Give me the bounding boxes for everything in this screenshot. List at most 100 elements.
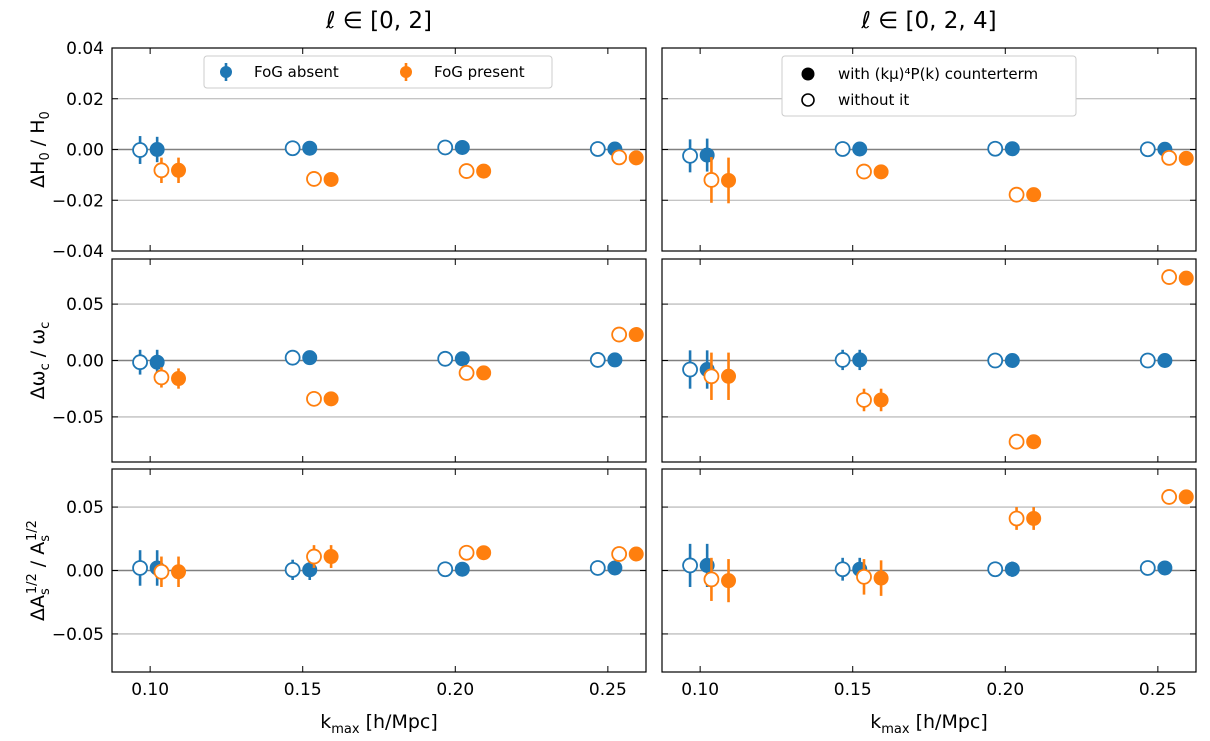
data-point-open: [682, 557, 698, 574]
column-title-0: ℓ ∈ [0, 2]: [325, 8, 432, 34]
data-point-open: [589, 560, 606, 576]
y-tick-label: 0.05: [66, 498, 104, 518]
y-tick-label: 0.02: [66, 90, 104, 110]
data-point-open: [132, 560, 148, 576]
data-point-filled: [721, 573, 737, 589]
data-point-open: [1008, 510, 1025, 527]
data-point-filled: [1178, 270, 1194, 286]
data-point-filled: [1026, 187, 1042, 203]
data-point-filled: [454, 561, 470, 577]
plot-root: ℓ ∈ [0, 2] ℓ ∈ [0, 2, 4] ΔH0 / H0 Δωc / ωc Δ…: [25, 8, 1197, 737]
panel-r2-c0: −0.05 0.00 0.05 0.10 0.15 0.20 0.25: [52, 468, 647, 700]
data-point-filled: [323, 171, 339, 187]
data-point-filled: [1026, 434, 1042, 450]
data-point-open: [1161, 269, 1178, 285]
data-point-filled: [628, 546, 644, 562]
data-point-filled: [852, 352, 868, 368]
x-tick-label: 0.25: [589, 680, 627, 700]
data-point-open: [458, 365, 475, 381]
panel-r0-c1: [661, 47, 1197, 252]
data-point-open: [703, 571, 720, 588]
y-tick-label: −0.05: [52, 625, 104, 645]
legend-present-marker: [400, 66, 412, 78]
data-point-open: [703, 368, 720, 385]
data-point-filled: [1178, 489, 1194, 505]
legend-without-marker: [801, 93, 815, 107]
data-point-open: [834, 352, 851, 368]
y-tick-label: 0.00: [66, 141, 104, 161]
x-tick-label: 0.20: [986, 680, 1024, 700]
legend-with-marker: [801, 67, 815, 81]
data-point-filled: [1157, 353, 1173, 368]
data-point-open: [856, 163, 872, 180]
y-axis-title-row0: ΔH0 / H0: [27, 111, 53, 188]
data-point-open: [306, 390, 322, 407]
data-point-open: [834, 561, 851, 578]
data-point-open: [856, 392, 872, 408]
y-tick-label: 0.00: [66, 562, 104, 582]
data-point-filled: [171, 564, 187, 580]
data-point-open: [987, 140, 1004, 157]
data-point-open: [611, 546, 628, 562]
data-point-open: [1139, 141, 1156, 158]
y-tick-label: −0.05: [52, 408, 104, 428]
data-point-open: [611, 326, 628, 343]
data-point-open: [856, 568, 872, 585]
data-point-filled: [323, 391, 339, 407]
data-point-open: [834, 141, 851, 157]
data-point-open: [682, 147, 698, 164]
y-tick-label: 0.05: [66, 295, 104, 315]
data-point-filled: [302, 350, 318, 366]
data-point-filled: [852, 141, 868, 157]
column-title-1: ℓ ∈ [0, 2, 4]: [860, 8, 996, 34]
data-point-filled: [873, 164, 889, 180]
data-point-open: [284, 349, 301, 366]
data-point-open: [1161, 149, 1178, 166]
data-point-filled: [721, 368, 737, 384]
data-point-open: [284, 140, 301, 157]
data-point-filled: [476, 365, 492, 381]
y-tick-label: 0.04: [66, 39, 104, 59]
data-point-open: [132, 142, 148, 158]
legend-absent-label: FoG absent: [254, 63, 339, 81]
data-point-filled: [1004, 561, 1020, 577]
x-tick-label: 0.10: [131, 680, 169, 700]
data-point-open: [611, 149, 628, 166]
data-point-open: [1139, 560, 1156, 576]
legend-present-label: FoG present: [434, 63, 525, 81]
data-point-filled: [1178, 150, 1194, 166]
data-point-open: [682, 361, 698, 378]
data-point-filled: [302, 140, 318, 156]
y-axis-title-row2: ΔAs1/2 / As1/2: [25, 520, 53, 621]
legend-absent-marker: [220, 66, 232, 78]
legend-counterterm: with (kμ)⁴P(k) counterterm without it: [781, 55, 1077, 117]
data-point-open: [589, 352, 606, 368]
x-tick-label: 0.20: [436, 680, 474, 700]
data-point-filled: [607, 352, 623, 368]
data-point-open: [458, 544, 475, 561]
x-tick-label: 0.15: [284, 680, 322, 700]
x-tick-label: 0.10: [681, 680, 719, 700]
data-point-open: [437, 350, 454, 367]
data-point-filled: [149, 354, 165, 370]
data-point-filled: [1004, 141, 1020, 157]
data-point-filled: [873, 570, 889, 586]
data-point-filled: [607, 560, 623, 576]
legend-frame: [781, 55, 1077, 117]
data-point-filled: [628, 150, 644, 166]
data-point-filled: [1004, 353, 1020, 368]
data-point-filled: [476, 545, 492, 561]
x-axis-title-col0: kmax [h/Mpc]: [320, 711, 438, 737]
y-axis-title-row1: Δωc / ωc: [27, 322, 53, 400]
y-tick-label: −0.04: [52, 242, 104, 262]
data-point-open: [437, 561, 454, 578]
data-point-open: [153, 369, 170, 386]
data-point-open: [458, 163, 475, 179]
panel-r1-c1: [661, 258, 1197, 463]
legend-without-label: without it: [838, 91, 909, 109]
legend-with-label: with (kμ)⁴P(k) counterterm: [838, 65, 1038, 83]
data-point-filled: [1157, 560, 1173, 576]
data-point-open: [306, 171, 322, 187]
data-point-filled: [1026, 510, 1042, 526]
